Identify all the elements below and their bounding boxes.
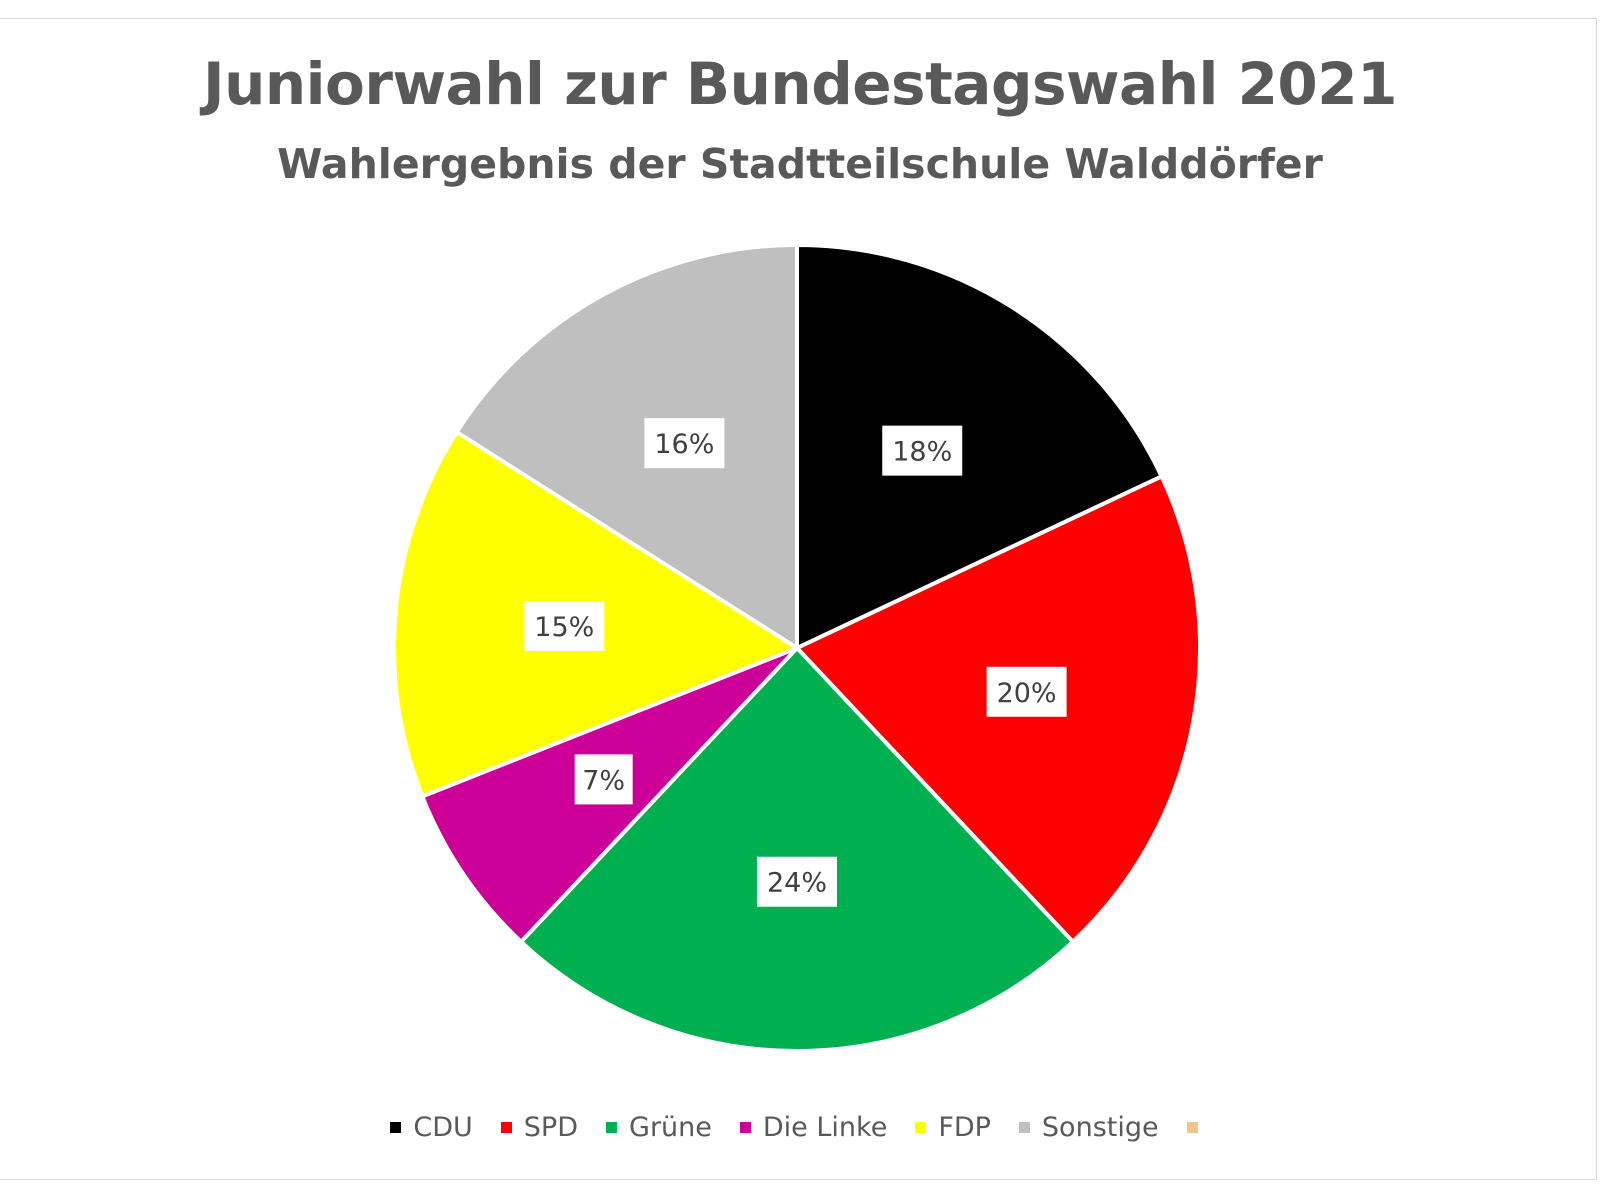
data-label-text: 18% (892, 437, 952, 468)
chart-legend: CDU SPD Grüne Die Linke FDP Sonstige (0, 1112, 1600, 1143)
chart-title: Juniorwahl zur Bundestagswahl 2021 (202, 50, 1398, 118)
legend-swatch (739, 1122, 751, 1133)
data-label-sonstige: 16% (644, 418, 725, 469)
legend-label: Die Linke (762, 1112, 888, 1143)
chart-subtitle: Wahlergebnis der Stadtteilschule Walddör… (277, 140, 1323, 188)
data-label-box (882, 425, 963, 476)
legend-item-fdp: FDP (915, 1112, 991, 1143)
legend-label: CDU (413, 1112, 473, 1143)
legend-swatch (1186, 1122, 1198, 1133)
data-label-box (524, 601, 605, 652)
legend-label: FDP (938, 1112, 991, 1143)
data-label-text: 15% (534, 612, 594, 643)
pie-slice-cdu (795, 243, 1164, 650)
data-label-text: 7% (582, 765, 625, 796)
data-label-text: 16% (654, 429, 714, 460)
data-label-text: 24% (767, 868, 827, 899)
legend-item-sonstige: Sonstige (1018, 1112, 1159, 1143)
data-label-box (574, 754, 633, 805)
legend-item-die-linke: Die Linke (739, 1112, 888, 1143)
data-label-box (644, 418, 725, 469)
legend-item-cdu: CDU (390, 1112, 473, 1143)
legend-swatch (390, 1122, 402, 1133)
legend-swatch (500, 1122, 512, 1133)
legend-item-unnamed (1186, 1122, 1210, 1133)
legend-label: SPD (523, 1112, 579, 1143)
pie-slice-gruene (519, 646, 1075, 1053)
data-label-gruene: 24% (757, 856, 837, 907)
data-label-fdp: 15% (524, 601, 605, 652)
legend-label: Grüne (629, 1112, 712, 1143)
data-label-spd: 20% (986, 666, 1067, 717)
legend-item-gruene: Grüne (606, 1112, 712, 1143)
legend-swatch (1018, 1122, 1030, 1133)
pie-slice-sonstige (454, 243, 799, 650)
data-label-die-linke: 7% (574, 754, 633, 805)
data-label-box (986, 666, 1067, 717)
data-label-text: 20% (997, 678, 1057, 709)
legend-item-spd: SPD (500, 1112, 579, 1143)
legend-swatch (915, 1122, 927, 1133)
data-label-box (757, 856, 837, 907)
data-label-cdu: 18% (882, 425, 963, 476)
legend-swatch (606, 1122, 618, 1133)
legend-label: Sonstige (1041, 1112, 1159, 1143)
